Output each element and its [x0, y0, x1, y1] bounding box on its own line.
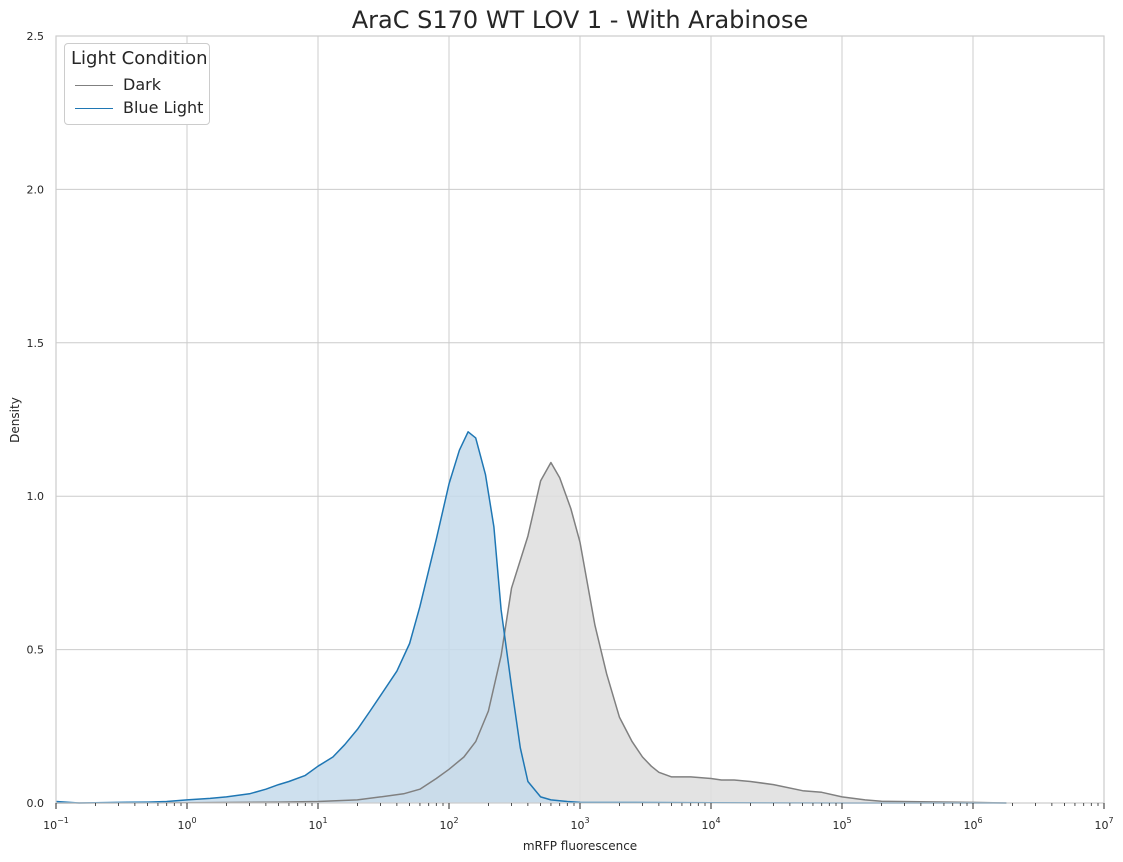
axis-ticks: 0.0 0.5 1.0 1.5 2.0 2.5 10−1 100 101 102 103 104 105…: [27, 30, 1114, 832]
x-tick-label: 103: [570, 816, 589, 832]
x-tick-label: 107: [1094, 816, 1113, 832]
y-tick-label: 0.5: [27, 644, 45, 657]
chart-title: AraC S170 WT LOV 1 - With Arabinose: [352, 6, 808, 34]
legend-swatch-blue-light: [75, 108, 113, 109]
y-tick-label: 2.5: [27, 30, 45, 43]
legend-title: Light Condition: [71, 48, 208, 69]
x-tick-label: 100: [177, 816, 196, 832]
x-tick-label: 101: [308, 816, 327, 832]
x-tick-label: 102: [439, 816, 458, 832]
density-areas: [56, 431, 1007, 803]
legend-label-dark: Dark: [123, 75, 161, 94]
density-lines: [55, 431, 1007, 804]
x-tick-label: 104: [701, 816, 720, 832]
x-tick-label: 106: [963, 816, 982, 832]
x-axis-label: mRFP fluorescence: [523, 839, 637, 853]
y-axis-label: Density: [8, 397, 22, 443]
legend: Light Condition Dark Blue Light: [64, 43, 210, 125]
area-dark: [56, 462, 1007, 803]
y-tick-label: 2.0: [27, 183, 45, 196]
line-blue-light: [55, 431, 1007, 804]
y-tick-label: 1.0: [27, 490, 45, 503]
x-tick-label: 105: [832, 816, 851, 832]
x-tick-label: 10−1: [43, 816, 69, 832]
y-tick-label: 1.5: [27, 337, 45, 350]
y-tick-label: 0.0: [27, 797, 45, 810]
legend-label-blue-light: Blue Light: [123, 98, 204, 117]
line-dark: [55, 461, 1007, 804]
legend-swatch-dark: [75, 85, 113, 86]
